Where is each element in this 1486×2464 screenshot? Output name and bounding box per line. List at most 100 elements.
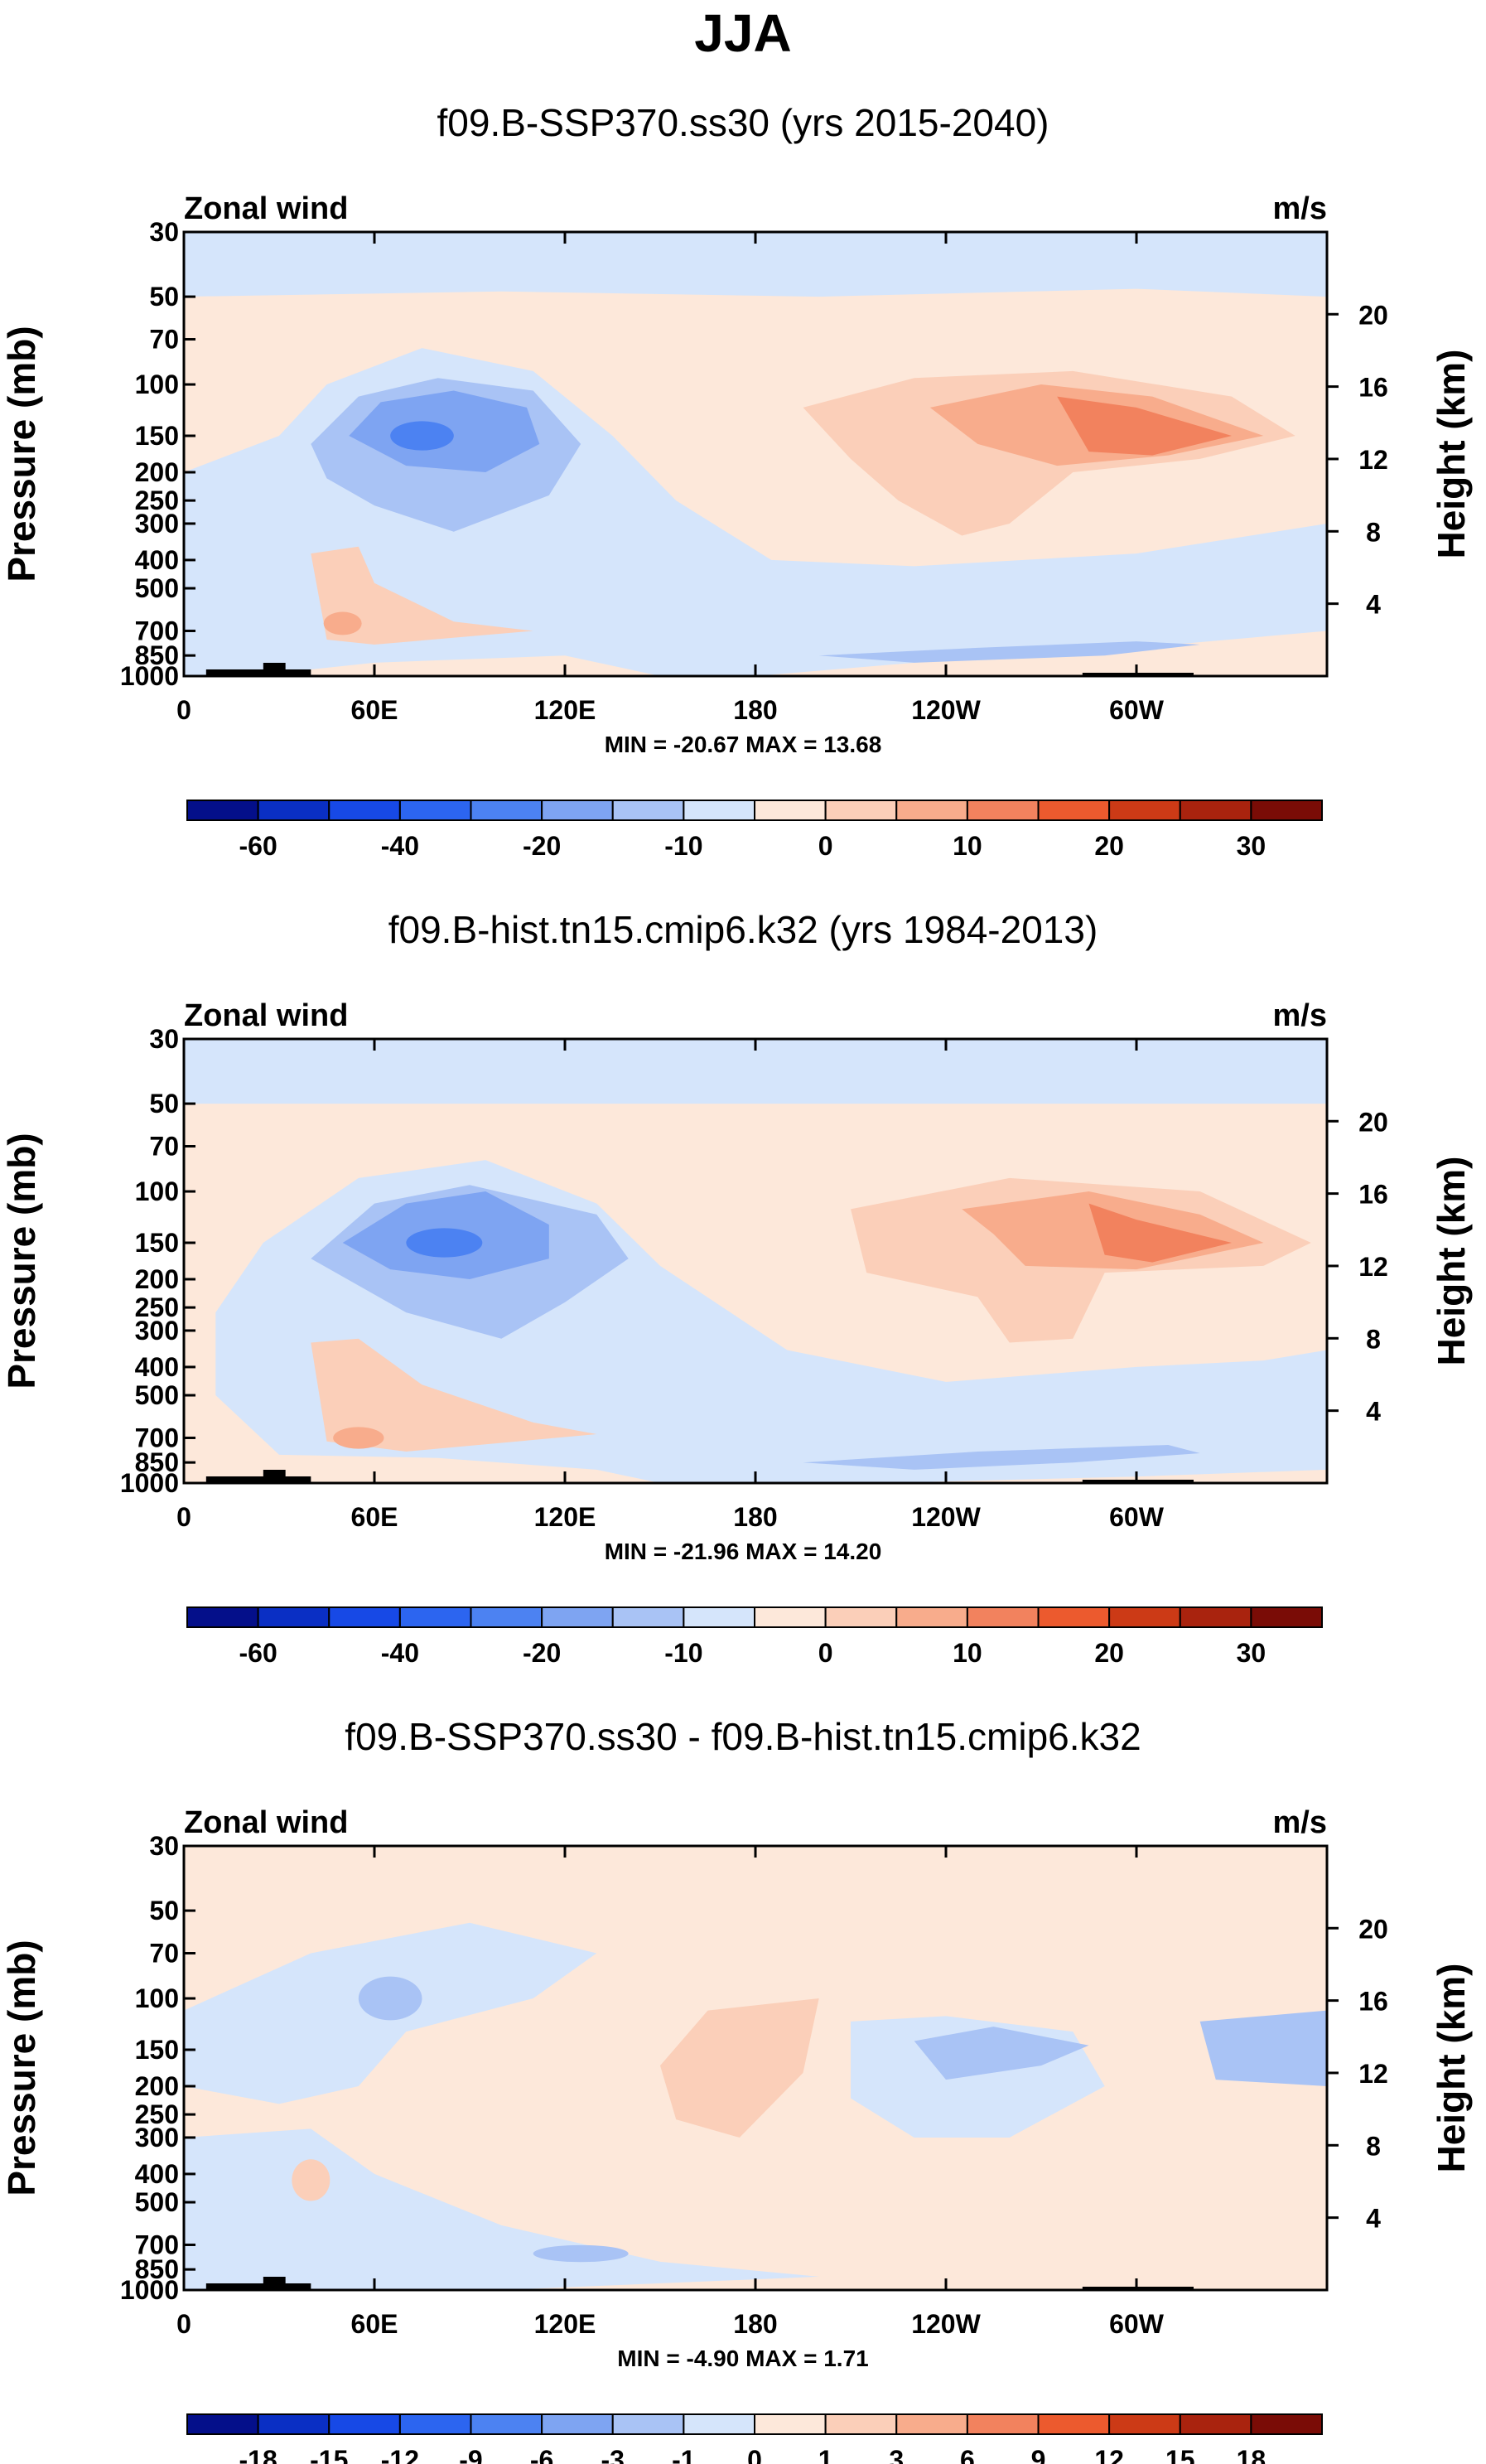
x-tick-label: 60E <box>351 695 398 725</box>
panel-left-label: Zonal wind <box>184 998 348 1033</box>
y-tick-label: 1000 <box>120 661 179 691</box>
colorbar-swatch <box>328 800 401 821</box>
x-tick-label: 120E <box>534 695 596 725</box>
colorbar-swatch <box>1037 1606 1111 1628</box>
x-tick-label: 120E <box>534 2309 596 2339</box>
y-tick-label: 500 <box>135 573 179 603</box>
panel-units-label: m/s <box>1273 1805 1327 1840</box>
colorbar-swatch <box>257 2413 330 2435</box>
colorbar-swatch <box>895 1606 968 1628</box>
y-tick-label: 300 <box>135 1316 179 1346</box>
contour-lowlevel-core <box>323 611 362 635</box>
y-tick-label: 500 <box>135 2187 179 2217</box>
contour-lowlevel-westerly <box>311 1338 597 1452</box>
figure-title: JJA <box>694 3 792 63</box>
terrain-block <box>205 1476 311 1483</box>
colorbar-swatch <box>683 2413 755 2435</box>
y-axis-title: Pressure (mb) <box>0 1133 43 1389</box>
colorbar-label: -10 <box>664 1638 702 1668</box>
colorbar-label: -60 <box>239 831 277 861</box>
contour-lowlevel-easterly <box>818 641 1200 663</box>
colorbar-label: 3 <box>889 2445 904 2464</box>
colorbar-swatch <box>257 800 330 821</box>
colorbar-swatch <box>966 1606 1040 1628</box>
colorbar-swatch <box>1037 800 1111 821</box>
y-tick-label: 50 <box>149 282 179 312</box>
colorbar-label: 0 <box>747 2445 762 2464</box>
min-max-stats: MIN = -4.90 MAX = 1.71 <box>617 2346 868 2371</box>
colorbar-swatch <box>1037 2413 1111 2435</box>
x-tick-label: 120E <box>534 1502 596 1532</box>
x-tick-label: 60E <box>351 1502 398 1532</box>
panel-subtitle: f09.B-hist.tn15.cmip6.k32 (yrs 1984-2013… <box>388 908 1098 951</box>
contour-stratosphere-easterly <box>184 1039 1327 1104</box>
y-tick-label: 30 <box>149 1024 179 1054</box>
colorbar-swatch <box>186 800 259 821</box>
x-tick-label: 60W <box>1109 695 1165 725</box>
panel-units-label: m/s <box>1273 191 1327 226</box>
panel-subtitle: f09.B-SSP370.ss30 - f09.B-hist.tn15.cmip… <box>345 1715 1141 1758</box>
y-tick-label: 850 <box>135 1447 179 1477</box>
y-tick-label: 70 <box>149 325 179 355</box>
contour-lowlevel-westerly <box>311 546 533 645</box>
colorbar-label: 30 <box>1237 1638 1266 1668</box>
colorbar-label: -15 <box>310 2445 348 2464</box>
colorbar-swatch <box>611 1606 685 1628</box>
colorbar-swatch <box>683 1606 755 1628</box>
x-tick-label: 60W <box>1109 1502 1165 1532</box>
y2-tick-label: 20 <box>1358 300 1388 330</box>
y-tick-label: 50 <box>149 1896 179 1925</box>
y2-axis-title: Height (km) <box>1430 1157 1473 1366</box>
y2-tick-label: 12 <box>1358 2059 1388 2089</box>
y-tick-label: 400 <box>135 1352 179 1382</box>
colorbar-label: 0 <box>818 831 833 861</box>
y-tick-label: 70 <box>149 1132 179 1162</box>
min-max-stats: MIN = -20.67 MAX = 13.68 <box>605 732 882 757</box>
colorbar-swatch <box>754 800 827 821</box>
y2-tick-label: 16 <box>1358 373 1388 403</box>
y-tick-label: 250 <box>135 486 179 515</box>
colorbar-label: 12 <box>1094 2445 1124 2464</box>
terrain-block <box>205 2283 311 2290</box>
y-tick-label: 400 <box>135 2159 179 2189</box>
y2-tick-label: 8 <box>1366 517 1381 547</box>
y-tick-label: 700 <box>135 616 179 645</box>
colorbar-label: 20 <box>1094 1638 1124 1668</box>
colorbar-swatch <box>1250 2413 1323 2435</box>
y-tick-label: 1000 <box>120 1468 179 1498</box>
contour-westerly-jet-core <box>1057 396 1232 456</box>
contour-stratosphere-easterly <box>184 232 1327 297</box>
colorbar-label: -20 <box>523 831 561 861</box>
contour-negative-lowlevel <box>184 2128 819 2290</box>
contour-negative-east <box>1199 2010 1327 2086</box>
x-tick-label: 0 <box>176 2309 191 2339</box>
colorbar-label: 1 <box>818 2445 833 2464</box>
colorbar-swatch <box>1179 2413 1252 2435</box>
colorbar-label: 15 <box>1165 2445 1195 2464</box>
panel-units-label: m/s <box>1273 998 1327 1033</box>
y-tick-label: 250 <box>135 2099 179 2129</box>
y2-tick-label: 12 <box>1358 1252 1388 1282</box>
colorbar-swatch <box>1179 800 1252 821</box>
colorbar-swatch <box>541 2413 614 2435</box>
contour-westerly-jet-core <box>1088 1203 1232 1263</box>
contour-easterly-jet-core <box>390 421 454 451</box>
colorbar-swatch <box>541 800 614 821</box>
y-tick-label: 30 <box>149 1831 179 1861</box>
y-tick-label: 100 <box>135 1983 179 2013</box>
colorbar-swatch <box>824 1606 898 1628</box>
contour-negative-core <box>358 1976 422 2021</box>
colorbar-label: 10 <box>953 831 982 861</box>
contour-positive-lowlevel <box>292 2159 330 2201</box>
panel-left-label: Zonal wind <box>184 191 348 226</box>
y2-tick-label: 16 <box>1358 1987 1388 2017</box>
colorbar-swatch <box>541 1606 614 1628</box>
terrain-block <box>263 1470 286 1483</box>
y2-tick-label: 20 <box>1358 1914 1388 1944</box>
y-tick-label: 150 <box>135 2035 179 2065</box>
contour-positive-upper <box>660 1998 819 2138</box>
colorbar-swatch <box>470 1606 543 1628</box>
y-tick-label: 250 <box>135 1292 179 1322</box>
x-tick-label: 0 <box>176 1502 191 1532</box>
